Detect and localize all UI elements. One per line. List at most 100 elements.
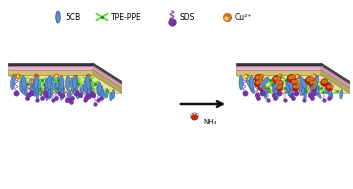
- Ellipse shape: [259, 79, 265, 91]
- Polygon shape: [236, 66, 321, 70]
- Ellipse shape: [87, 86, 90, 96]
- Ellipse shape: [98, 82, 102, 94]
- Ellipse shape: [289, 90, 293, 99]
- Ellipse shape: [73, 75, 77, 90]
- Ellipse shape: [30, 84, 34, 95]
- Ellipse shape: [274, 76, 281, 89]
- Polygon shape: [321, 66, 349, 88]
- Ellipse shape: [260, 83, 268, 93]
- Text: Cu²⁺: Cu²⁺: [235, 12, 252, 22]
- Ellipse shape: [275, 86, 278, 96]
- Ellipse shape: [45, 78, 49, 92]
- Ellipse shape: [89, 88, 92, 98]
- Polygon shape: [8, 63, 93, 66]
- Polygon shape: [93, 63, 121, 84]
- Ellipse shape: [273, 79, 279, 91]
- Ellipse shape: [19, 78, 24, 92]
- Ellipse shape: [314, 86, 319, 96]
- Ellipse shape: [87, 82, 91, 94]
- Ellipse shape: [287, 76, 293, 90]
- Ellipse shape: [239, 76, 243, 90]
- Ellipse shape: [34, 76, 38, 90]
- Polygon shape: [8, 75, 121, 93]
- Ellipse shape: [301, 86, 307, 96]
- Ellipse shape: [60, 82, 64, 94]
- Ellipse shape: [340, 90, 343, 99]
- Polygon shape: [236, 70, 349, 88]
- Polygon shape: [236, 75, 349, 93]
- Ellipse shape: [274, 83, 280, 94]
- Ellipse shape: [299, 76, 307, 89]
- Ellipse shape: [33, 79, 37, 92]
- Ellipse shape: [44, 84, 48, 95]
- Ellipse shape: [49, 88, 53, 98]
- Ellipse shape: [314, 82, 319, 94]
- Polygon shape: [236, 70, 321, 75]
- Ellipse shape: [105, 88, 108, 98]
- Ellipse shape: [246, 80, 254, 91]
- Ellipse shape: [56, 11, 60, 23]
- Ellipse shape: [71, 78, 75, 92]
- Polygon shape: [236, 66, 349, 84]
- Ellipse shape: [316, 90, 321, 98]
- Ellipse shape: [97, 85, 100, 96]
- Ellipse shape: [47, 75, 52, 90]
- Polygon shape: [8, 66, 121, 84]
- Ellipse shape: [23, 84, 27, 95]
- Ellipse shape: [80, 84, 84, 95]
- Polygon shape: [8, 70, 121, 88]
- Ellipse shape: [313, 76, 319, 90]
- Ellipse shape: [299, 79, 304, 92]
- Ellipse shape: [286, 83, 293, 93]
- Ellipse shape: [304, 89, 306, 99]
- Ellipse shape: [66, 76, 70, 90]
- Ellipse shape: [261, 86, 265, 97]
- Ellipse shape: [98, 84, 102, 95]
- Ellipse shape: [86, 76, 90, 90]
- Ellipse shape: [249, 83, 255, 94]
- Ellipse shape: [250, 75, 254, 90]
- Text: NH₃: NH₃: [203, 119, 216, 125]
- Polygon shape: [236, 63, 321, 66]
- Ellipse shape: [59, 76, 64, 90]
- Ellipse shape: [301, 82, 305, 94]
- Ellipse shape: [33, 86, 36, 96]
- Ellipse shape: [22, 75, 26, 90]
- Ellipse shape: [259, 77, 269, 89]
- Polygon shape: [93, 70, 121, 93]
- Ellipse shape: [36, 89, 38, 99]
- Ellipse shape: [56, 77, 60, 91]
- Ellipse shape: [112, 90, 115, 99]
- Ellipse shape: [47, 86, 50, 97]
- Ellipse shape: [84, 79, 88, 92]
- Ellipse shape: [35, 82, 38, 94]
- Ellipse shape: [288, 87, 295, 96]
- Ellipse shape: [48, 90, 51, 99]
- Ellipse shape: [21, 82, 25, 94]
- Ellipse shape: [100, 86, 103, 97]
- Text: TPE-PPE: TPE-PPE: [111, 12, 142, 22]
- Polygon shape: [321, 70, 349, 93]
- Ellipse shape: [264, 90, 267, 99]
- Polygon shape: [93, 66, 121, 88]
- Polygon shape: [321, 63, 349, 84]
- Ellipse shape: [46, 92, 48, 101]
- Polygon shape: [8, 70, 93, 75]
- Ellipse shape: [47, 82, 50, 94]
- Ellipse shape: [310, 79, 317, 91]
- Ellipse shape: [326, 83, 331, 94]
- Ellipse shape: [328, 90, 333, 98]
- Polygon shape: [8, 66, 93, 70]
- Ellipse shape: [76, 90, 79, 99]
- Ellipse shape: [286, 78, 290, 92]
- Text: 5CB: 5CB: [65, 12, 80, 22]
- Ellipse shape: [74, 86, 78, 97]
- Ellipse shape: [58, 79, 62, 92]
- Ellipse shape: [72, 82, 76, 94]
- Ellipse shape: [20, 80, 25, 93]
- Ellipse shape: [51, 76, 56, 90]
- Ellipse shape: [110, 92, 113, 101]
- Ellipse shape: [11, 75, 15, 90]
- Ellipse shape: [54, 80, 59, 92]
- Ellipse shape: [61, 86, 65, 96]
